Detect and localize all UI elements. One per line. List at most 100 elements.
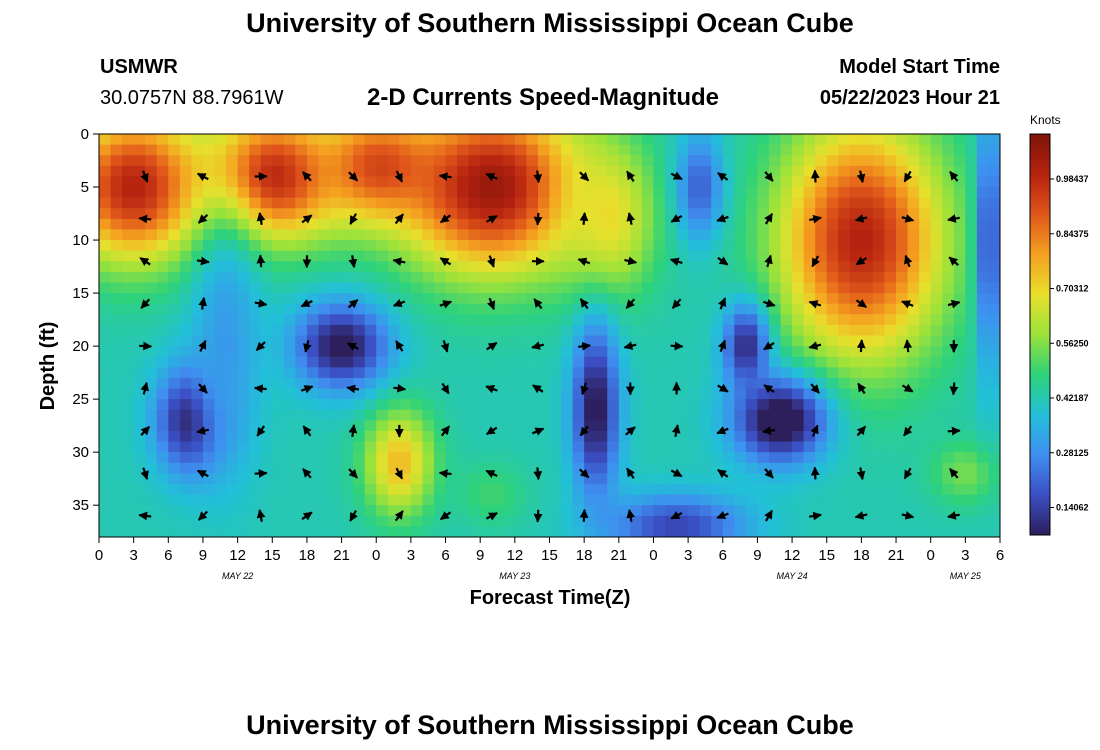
heatmap-cell [792, 218, 805, 231]
heatmap-cell [607, 250, 620, 262]
heatmap-cell [757, 218, 770, 231]
heatmap-cell [110, 515, 123, 527]
heatmap-cell [607, 165, 620, 178]
heatmap-cell [295, 462, 308, 474]
heatmap-cell [410, 515, 424, 527]
heatmap-cell [179, 452, 193, 464]
heatmap-cell [965, 367, 978, 379]
heatmap-cell [503, 208, 516, 220]
heatmap-cell [526, 452, 539, 464]
heatmap-cell [607, 367, 620, 379]
heatmap-cell [757, 176, 770, 188]
heatmap-cell [387, 187, 400, 199]
current-arrow [533, 170, 543, 184]
heatmap-cell [965, 155, 978, 167]
heatmap-cell [330, 388, 343, 400]
heatmap-cell [168, 271, 181, 284]
heatmap-cell [202, 271, 216, 284]
heatmap-cell [607, 134, 620, 146]
heatmap-cell [445, 134, 458, 146]
heatmap-cell [445, 356, 458, 368]
heatmap-cell [99, 409, 112, 421]
heatmap-cell [849, 134, 862, 146]
heatmap-cell [341, 399, 354, 411]
heatmap-cell [630, 208, 643, 220]
heatmap-cell [226, 293, 239, 305]
heatmap-cell [399, 314, 412, 326]
heatmap-cell [168, 229, 181, 241]
heatmap-cell [433, 452, 447, 464]
heatmap-cell [561, 505, 574, 517]
heatmap-cell [722, 377, 735, 390]
heatmap-cell [549, 176, 562, 188]
heatmap-cell [953, 155, 966, 167]
heatmap-cell [953, 420, 966, 432]
heatmap-cell [249, 197, 262, 209]
heatmap-cell [133, 452, 146, 464]
heatmap-cell [249, 367, 262, 379]
heatmap-cell [110, 409, 123, 421]
heatmap-cell [330, 271, 343, 284]
heatmap-cell [410, 377, 424, 390]
heatmap-cell [468, 473, 481, 485]
heatmap-cell [745, 441, 759, 453]
heatmap-cell [584, 430, 597, 443]
heatmap-cell [422, 218, 435, 231]
heatmap-cell [260, 473, 273, 485]
heatmap-cell [99, 165, 112, 178]
heatmap-cell [584, 271, 597, 284]
heatmap-cell [803, 430, 816, 443]
heatmap-cell [318, 314, 331, 326]
heatmap-cell [884, 420, 897, 432]
heatmap-cell [653, 250, 666, 262]
heatmap-cell [665, 452, 678, 464]
heatmap-cell [179, 441, 193, 453]
heatmap-cell [838, 473, 851, 485]
heatmap-cell [272, 367, 285, 379]
heatmap-cell [468, 526, 481, 537]
heatmap-cell [849, 346, 862, 358]
current-arrow [395, 340, 405, 352]
heatmap-cell [445, 430, 458, 443]
heatmap-cell [930, 420, 943, 432]
heatmap-cell [549, 155, 562, 167]
heatmap-cell [849, 526, 862, 537]
heatmap-cell [202, 187, 216, 199]
heatmap-cell [618, 430, 631, 443]
heatmap-cell [410, 144, 424, 156]
heatmap-cell [919, 430, 932, 443]
heatmap-cell [561, 441, 574, 453]
heatmap-cell [306, 409, 320, 421]
heatmap-cell [214, 208, 227, 220]
heatmap-cell [341, 176, 354, 188]
heatmap-cell [341, 526, 354, 537]
heatmap-cell [491, 197, 504, 209]
heatmap-cell [838, 218, 851, 231]
current-arrow [716, 510, 729, 520]
heatmap-cell [145, 134, 158, 146]
heatmap-cell [387, 218, 400, 231]
heatmap-cell [768, 483, 782, 496]
heatmap-cell [618, 356, 631, 368]
heatmap-cell [491, 271, 504, 284]
heatmap-cell [526, 229, 539, 241]
heatmap-cell [272, 430, 285, 443]
heatmap-cell [202, 367, 216, 379]
heatmap-cell [584, 155, 597, 167]
heatmap-cell [641, 155, 655, 167]
heatmap-cell [815, 367, 828, 379]
heatmap-cell [572, 483, 585, 496]
current-arrow [764, 254, 773, 268]
heatmap-cell [815, 346, 828, 358]
heatmap-cell [260, 346, 273, 358]
heatmap-cell [526, 218, 539, 231]
heatmap-cell [410, 261, 424, 273]
heatmap-cell [688, 388, 701, 400]
heatmap-cell [745, 505, 759, 517]
heatmap-cell [780, 155, 793, 167]
heatmap-cell [537, 324, 551, 337]
heatmap-cell [445, 218, 458, 231]
heatmap-cell [318, 187, 331, 199]
heatmap-cell [168, 409, 181, 421]
heatmap-cell [699, 452, 712, 464]
